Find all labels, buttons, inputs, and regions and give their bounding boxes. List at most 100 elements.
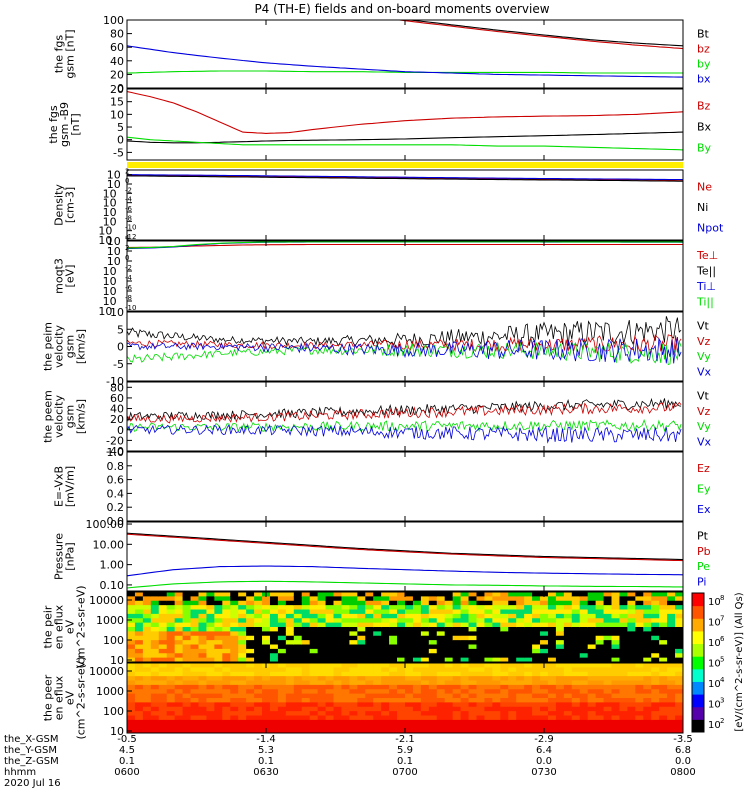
colorbar-label: [eV/(cm^2-s-sr-eV)] (All Qs)	[734, 592, 745, 731]
y-axis-label: the fgs	[53, 35, 66, 73]
y-tick-exponent: 0	[125, 177, 129, 185]
series-bz-line	[395, 20, 683, 50]
y-tick-label: 100.00	[86, 518, 125, 531]
y-tick-exponent: -8	[125, 294, 132, 302]
colorbar-segment	[692, 618, 704, 632]
colorbar-tick-label: 10	[708, 700, 721, 711]
y-tick-label: 20	[110, 413, 124, 426]
y-tick-label: 10	[103, 206, 117, 219]
series-group	[127, 397, 682, 444]
legend-entry: bx	[697, 73, 711, 86]
y-tick-label: 10	[107, 255, 121, 268]
series-Bt-line	[406, 20, 683, 47]
colorbar-segment	[692, 593, 704, 607]
y-tick-exponent: -2	[125, 186, 132, 194]
footer-value: 0730	[531, 767, 556, 778]
legend-entry: Npot	[697, 222, 724, 235]
y-tick-label: -20	[106, 434, 124, 447]
colorbar-segment	[692, 630, 704, 645]
series-group	[127, 532, 683, 589]
footer-value: -0.5	[117, 734, 137, 745]
y-axis-label: Pressure	[53, 533, 66, 580]
footer-row-label: hhmm	[4, 767, 36, 778]
y-tick-label: 20	[110, 83, 124, 96]
y-tick-label: 1.00	[100, 559, 125, 572]
series-Vy-line	[127, 341, 682, 366]
legend-entry: By	[697, 142, 712, 155]
legend-entry: Pb	[697, 545, 711, 558]
colorbar-segment	[692, 706, 704, 720]
footer-value: -2.9	[534, 734, 554, 745]
y-tick-label: 0	[117, 134, 124, 147]
y-tick-label: 10000	[89, 594, 124, 607]
y-tick-label: 80	[110, 28, 124, 41]
y-tick-label: 5	[117, 121, 124, 134]
y-tick-label: 0.2	[107, 501, 125, 514]
y-tick-label: 40	[110, 403, 124, 416]
series-group	[127, 316, 682, 366]
series-Vt-line	[127, 397, 682, 422]
y-axis-label: gsm	[64, 405, 77, 428]
colorbar-tick-label: 10	[708, 720, 721, 731]
spectrogram	[127, 592, 683, 662]
panel-frame	[126, 451, 684, 522]
y-tick-exponent: -10	[125, 224, 136, 232]
y-tick-label: 20	[110, 68, 124, 81]
colorbar-tick-label: 10	[708, 659, 721, 670]
y-tick-label: 5	[117, 323, 124, 336]
y-axis-label: [cm-3]	[64, 187, 77, 223]
colorbar-tick-label: 10	[708, 679, 721, 690]
panel-frame	[126, 19, 684, 89]
legend-entry: Te⊥	[696, 249, 718, 262]
y-axis-label: velocity	[53, 395, 66, 438]
panel-frame	[126, 240, 684, 312]
y-tick-label: 10	[98, 305, 112, 318]
y-axis-label: en eflux	[53, 675, 66, 720]
colorbar-tick-exponent: 6	[720, 635, 725, 643]
y-tick-exponent: -6	[125, 205, 133, 213]
y-tick-label: 100	[103, 634, 124, 647]
legend-entry: Vx	[697, 435, 712, 448]
y-tick-label: 10	[103, 295, 117, 308]
colorbar-tick-label: 10	[708, 618, 721, 629]
y-tick-label: 0	[117, 341, 124, 354]
legend-entry: Pi	[697, 575, 706, 588]
footer-row-label: the_X-GSM	[4, 734, 58, 745]
y-tick-label: 100	[103, 705, 124, 718]
legend-entry: Bt	[697, 28, 710, 41]
colorbar-tick-exponent: 7	[720, 615, 724, 623]
series-Npot-line	[127, 174, 683, 181]
y-tick-label: 0.6	[107, 474, 125, 487]
legend-entry: Vt	[697, 320, 710, 333]
y-tick-label: 10	[103, 197, 117, 210]
legend-entry: Vz	[697, 335, 711, 348]
colorbar-segment	[692, 668, 704, 682]
panel-7: 0.00.20.40.60.81.0 E=-VxB[mV/m] Ez Ey Ex	[53, 446, 711, 528]
y-tick-exponent: -6	[125, 284, 133, 292]
series-Vz-line	[127, 401, 682, 424]
series-Vz-line	[127, 334, 682, 355]
footer-value: 6.8	[675, 745, 691, 756]
y-tick-label: 0	[117, 424, 124, 437]
legend-entry: Ez	[697, 462, 710, 475]
series-By-line	[127, 136, 683, 151]
y-tick-label: 10000	[89, 665, 124, 678]
y-tick-label: 10	[103, 215, 117, 228]
series-Pt-line	[127, 532, 683, 561]
footer-row-label: the_Y-GSM	[4, 745, 57, 756]
panel-8: 100.00 10.00 1.00 0.10 Pressure[nPa] Pt Pb Pe Pi	[53, 518, 711, 592]
legend-entry: by	[697, 58, 711, 71]
colorbar-segment	[692, 681, 704, 695]
legend-entry: Te||	[696, 264, 716, 277]
y-tick-exponent: -10	[125, 304, 136, 312]
legend-entry: Ni	[697, 201, 708, 214]
y-tick-label: 0	[117, 82, 124, 95]
legend-entry: Ey	[697, 483, 711, 496]
y-tick-label: 10	[110, 654, 124, 667]
legend-entry: Ti⊥	[696, 280, 716, 293]
footer-value: 0.0	[536, 756, 552, 767]
